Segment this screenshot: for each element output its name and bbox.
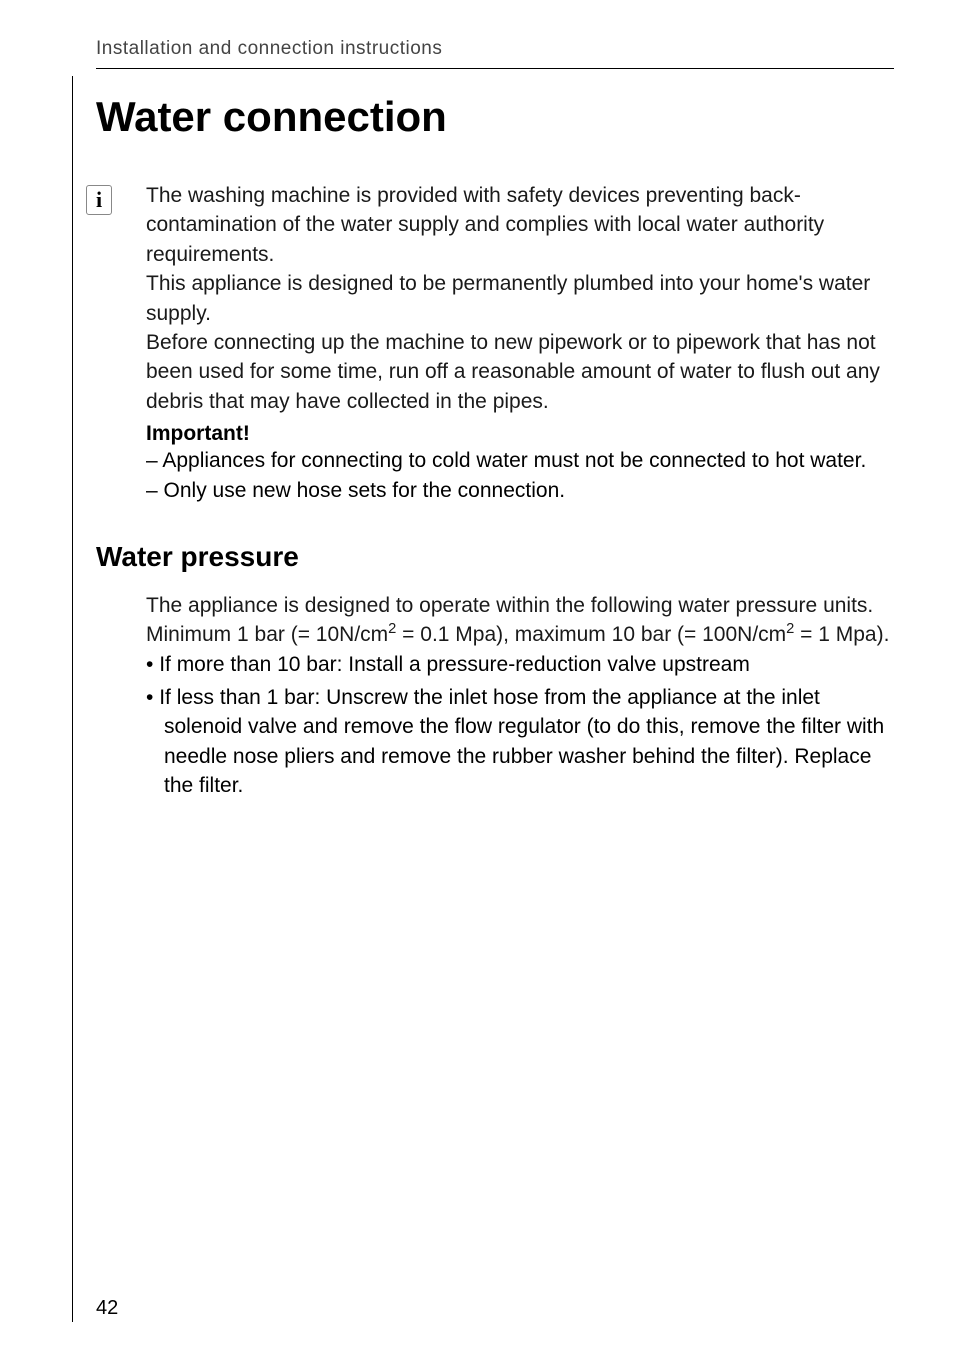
list-item: If less than 1 bar: Unscrew the inlet ho… [146,683,894,801]
pressure-block: The appliance is designed to operate wit… [146,591,894,801]
pressure-text-mid: = 0.1 Mpa), maximum 10 bar (= 100N/cm [396,623,786,646]
left-border-line [72,76,73,1322]
list-item: If more than 10 bar: Install a pressure-… [146,650,894,679]
pressure-bullet-list: If more than 10 bar: Install a pressure-… [146,650,894,801]
page-number: 42 [96,1297,118,1320]
intro-block: The washing machine is provided with saf… [146,181,894,505]
pressure-para: The appliance is designed to operate wit… [146,591,894,650]
pressure-text-suffix: = 1 Mpa). [794,623,889,646]
header-breadcrumb: Installation and connection instructions [96,38,894,60]
important-label: Important! [146,422,894,446]
page-title: Water connection [96,93,894,141]
intro-para-3: Before connecting up the machine to new … [146,328,894,416]
intro-para-1: The washing machine is provided with saf… [146,181,894,269]
list-item: Appliances for connecting to cold water … [146,446,894,475]
intro-para-2: This appliance is designed to be permane… [146,269,894,328]
list-item: Only use new hose sets for the connectio… [146,476,894,505]
section-title-water-pressure: Water pressure [96,541,894,573]
header-rule [96,68,894,69]
important-list: Appliances for connecting to cold water … [146,446,894,505]
info-icon: i [86,185,112,215]
